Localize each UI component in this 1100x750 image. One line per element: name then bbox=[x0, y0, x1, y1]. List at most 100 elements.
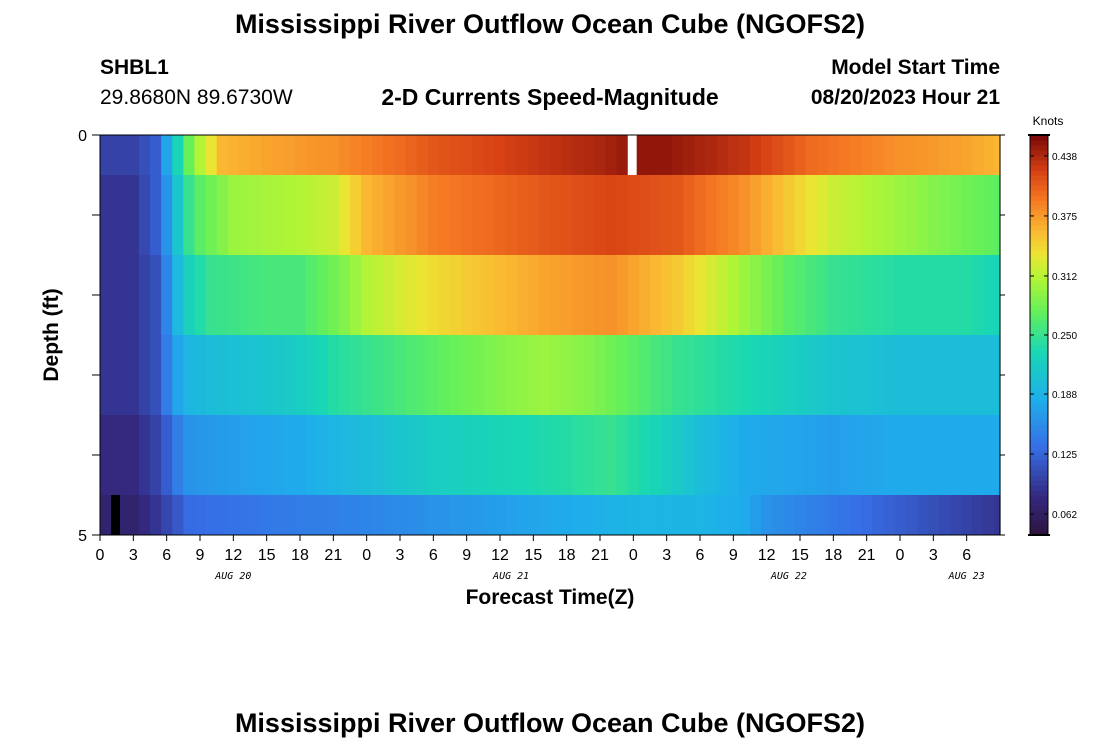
heatmap-cell bbox=[394, 175, 407, 255]
heatmap-cell bbox=[372, 495, 384, 535]
heatmap-cell bbox=[127, 335, 140, 415]
heatmap-cell bbox=[116, 495, 129, 535]
heatmap-cell bbox=[350, 495, 362, 535]
heatmap-cell bbox=[361, 495, 373, 535]
colorbar-segment bbox=[1030, 145, 1048, 151]
heatmap-cell bbox=[894, 415, 907, 495]
heatmap-cell bbox=[627, 175, 640, 255]
heatmap-cell bbox=[838, 335, 851, 415]
heatmap-cell bbox=[205, 495, 218, 535]
colorbar-segment bbox=[1030, 155, 1048, 161]
heatmap-cell bbox=[983, 135, 996, 175]
heatmap-cell bbox=[194, 175, 207, 255]
heatmap-cell bbox=[794, 415, 807, 495]
colorbar-segment bbox=[1030, 300, 1048, 306]
heatmap-cell bbox=[838, 415, 851, 495]
heatmap-cell bbox=[861, 415, 873, 495]
heatmap-cell bbox=[183, 175, 196, 255]
colorbar-segment bbox=[1030, 420, 1048, 426]
heatmap-cell bbox=[194, 415, 207, 495]
heatmap-cell bbox=[316, 135, 329, 175]
heatmap-cell bbox=[838, 175, 851, 255]
heatmap-cell bbox=[761, 135, 773, 175]
heatmap-cell bbox=[661, 255, 673, 335]
heatmap-cell bbox=[416, 495, 429, 535]
heatmap-cell bbox=[238, 415, 251, 495]
colorbar-segment bbox=[1030, 135, 1048, 141]
heatmap-cell bbox=[994, 335, 1001, 415]
colorbar-tick-label: 0.312 bbox=[1052, 272, 1077, 283]
heatmap-cell bbox=[127, 255, 140, 335]
heatmap-cell bbox=[961, 415, 973, 495]
colorbar-segment bbox=[1030, 250, 1048, 256]
heatmap-cell bbox=[483, 255, 496, 335]
heatmap-cell bbox=[283, 255, 296, 335]
heatmap-cell bbox=[783, 335, 796, 415]
heatmap-cell bbox=[816, 175, 829, 255]
colorbar-segment bbox=[1030, 330, 1048, 336]
chart-title-repeat: Mississippi River Outflow Ocean Cube (NG… bbox=[234, 708, 866, 738]
heatmap-cell bbox=[516, 415, 529, 495]
heatmap-cell bbox=[850, 495, 862, 535]
colorbar-segment bbox=[1030, 525, 1048, 531]
colorbar-segment bbox=[1030, 315, 1048, 321]
heatmap-cell bbox=[650, 415, 662, 495]
heatmap-cell bbox=[283, 335, 296, 415]
heatmap-cell bbox=[327, 255, 340, 335]
colorbar-segment bbox=[1030, 225, 1048, 231]
colorbar-segment bbox=[1030, 185, 1048, 191]
heatmap-cell bbox=[461, 335, 473, 415]
heatmap-cell bbox=[416, 335, 429, 415]
colorbar-segment bbox=[1030, 465, 1048, 471]
heatmap-cell bbox=[405, 135, 418, 175]
heatmap-cell bbox=[272, 335, 284, 415]
colorbar-segment bbox=[1030, 450, 1048, 456]
heatmap-cell bbox=[627, 415, 640, 495]
colorbar-segment bbox=[1030, 400, 1048, 406]
heatmap-cell bbox=[783, 175, 796, 255]
heatmap-cell bbox=[416, 255, 429, 335]
chart-subtitle: 2-D Currents Speed-Magnitude bbox=[381, 84, 719, 110]
heatmap-cell bbox=[816, 255, 829, 335]
colorbar-segment bbox=[1030, 430, 1048, 436]
heatmap-cell bbox=[605, 135, 618, 175]
heatmap-cell bbox=[694, 135, 707, 175]
heatmap-cell bbox=[272, 175, 284, 255]
heatmap-cell bbox=[227, 495, 240, 535]
heatmap-cell bbox=[738, 495, 751, 535]
heatmap-cell bbox=[827, 175, 840, 255]
heatmap-cell bbox=[972, 335, 984, 415]
heatmap-cell bbox=[727, 335, 740, 415]
heatmap-cell bbox=[138, 255, 151, 335]
heatmap-cell bbox=[894, 255, 907, 335]
x-tick-label: 15 bbox=[258, 547, 276, 564]
colorbar-segment bbox=[1030, 285, 1048, 291]
heatmap-cell bbox=[350, 175, 362, 255]
colorbar-segment bbox=[1030, 485, 1048, 491]
heatmap-cell bbox=[927, 255, 940, 335]
date-label: AUG 21 bbox=[492, 571, 529, 582]
heatmap-cell bbox=[794, 255, 807, 335]
heatmap-cell bbox=[816, 415, 829, 495]
heatmap-cell bbox=[305, 415, 318, 495]
heatmap-cell bbox=[705, 135, 718, 175]
colorbar-segment bbox=[1030, 435, 1048, 441]
heatmap-cell bbox=[105, 135, 118, 175]
colorbar-segment bbox=[1030, 190, 1048, 196]
heatmap-cell bbox=[905, 175, 918, 255]
heatmap-cell bbox=[894, 135, 907, 175]
heatmap-cell bbox=[116, 335, 129, 415]
heatmap-cell bbox=[416, 415, 429, 495]
colorbar-tick-label: 0.062 bbox=[1052, 510, 1077, 521]
x-tick-label: 3 bbox=[929, 547, 938, 564]
heatmap-cell bbox=[327, 175, 340, 255]
heatmap-cell bbox=[605, 415, 618, 495]
heatmap-cell bbox=[938, 335, 951, 415]
heatmap-cell bbox=[161, 255, 173, 335]
heatmap-cell bbox=[394, 255, 407, 335]
colorbar-segment bbox=[1030, 345, 1048, 351]
heatmap-cell bbox=[405, 175, 418, 255]
heatmap-cell bbox=[483, 495, 496, 535]
colorbar-segment bbox=[1030, 180, 1048, 186]
x-tick-label: 21 bbox=[591, 547, 609, 564]
